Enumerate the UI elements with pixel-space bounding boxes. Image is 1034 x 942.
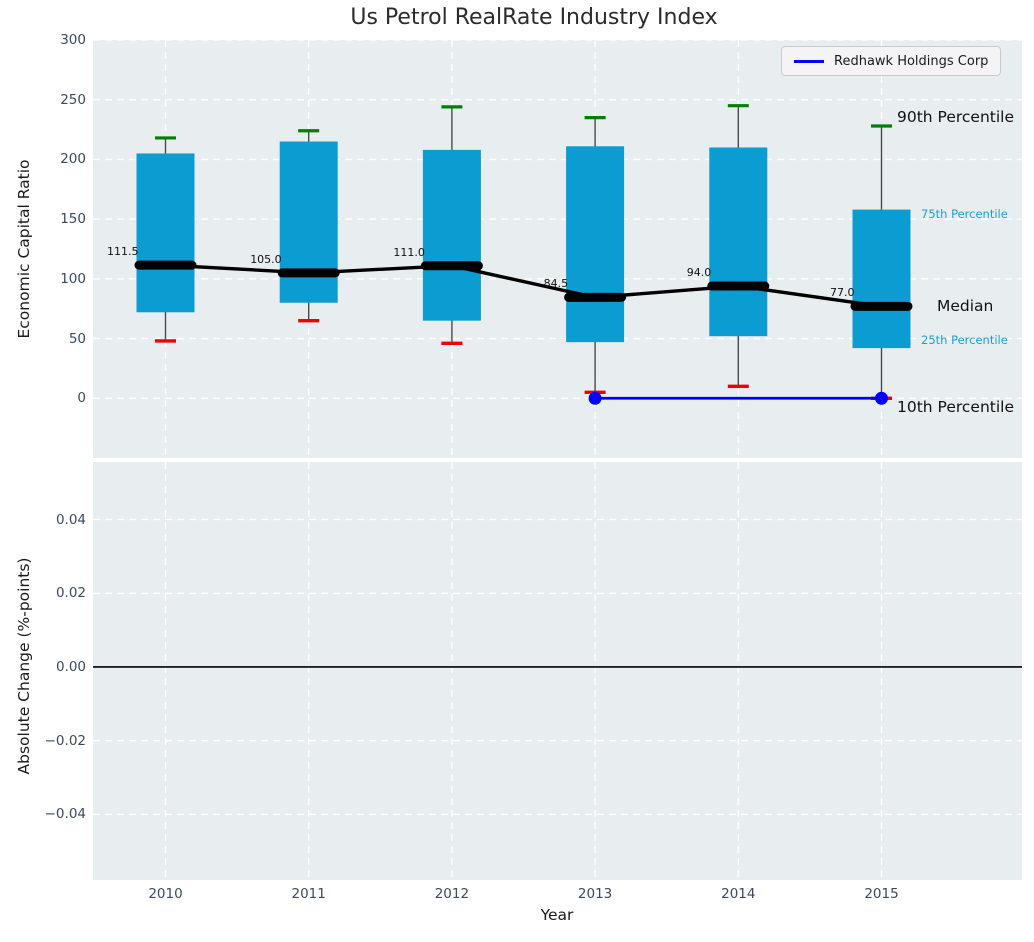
- median-trend-line: [165, 263, 882, 309]
- top-plot-svg: [93, 40, 1022, 458]
- iqr-box-2014: [709, 147, 768, 337]
- y-tick-label: 0.02: [55, 585, 86, 602]
- label-p10: 10th Percentile: [897, 398, 1015, 417]
- y-axis-label-top: Economic Capital Ratio: [15, 159, 33, 339]
- y-tick-label: 50: [68, 330, 86, 347]
- y-tick-label: 100: [60, 270, 86, 287]
- median-value-label: 84.5: [543, 277, 569, 291]
- x-tick-label: 2013: [577, 886, 613, 902]
- x-tick-label: 2015: [864, 886, 899, 902]
- label-p25: 25th Percentile: [921, 333, 1008, 348]
- bottom-plot-svg: [93, 462, 1022, 880]
- x-tick-label: 2014: [721, 886, 756, 902]
- legend-label: Redhawk Holdings Corp: [834, 53, 989, 69]
- x-axis-label: Year: [540, 906, 574, 924]
- iqr-box-2015: [852, 209, 911, 349]
- median-value-label: 77.0: [830, 286, 855, 300]
- y-tick-label: −0.04: [44, 806, 86, 823]
- median-value-label: 111.0: [393, 245, 425, 259]
- median-value-label: 111.5: [107, 245, 139, 259]
- y-tick-label: 0.04: [55, 511, 86, 528]
- label-p75: 75th Percentile: [921, 206, 1008, 221]
- y-tick-label: 150: [60, 211, 86, 228]
- x-tick-label: 2012: [434, 886, 470, 902]
- median-value-label: 94.0: [686, 266, 712, 280]
- y-tick-label: 200: [60, 151, 86, 168]
- iqr-box-2013: [566, 146, 625, 343]
- y-tick-label: 300: [60, 32, 86, 48]
- y-tick-label: 0: [77, 390, 86, 407]
- legend: Redhawk Holdings Corp: [781, 46, 1002, 76]
- label-median: Median: [937, 297, 994, 316]
- x-tick-label: 2010: [148, 886, 183, 902]
- iqr-box-2010: [136, 153, 195, 313]
- company-marker: [875, 391, 888, 405]
- chart-title: Us Petrol RealRate Industry Index: [350, 5, 718, 30]
- y-tick-label: 250: [60, 91, 86, 108]
- company-marker: [588, 391, 602, 405]
- bottom-axes: [93, 462, 1022, 880]
- y-tick-label: −0.02: [44, 732, 86, 749]
- legend-line-sample: [794, 59, 824, 63]
- iqr-box-2012: [422, 149, 481, 321]
- top-axes: [93, 40, 1022, 458]
- x-tick-label: 2011: [291, 886, 326, 902]
- y-tick-label: 0.00: [55, 658, 86, 675]
- median-value-label: 105.0: [250, 252, 282, 266]
- iqr-box-2011: [279, 141, 338, 303]
- label-p90: 90th Percentile: [897, 107, 1015, 126]
